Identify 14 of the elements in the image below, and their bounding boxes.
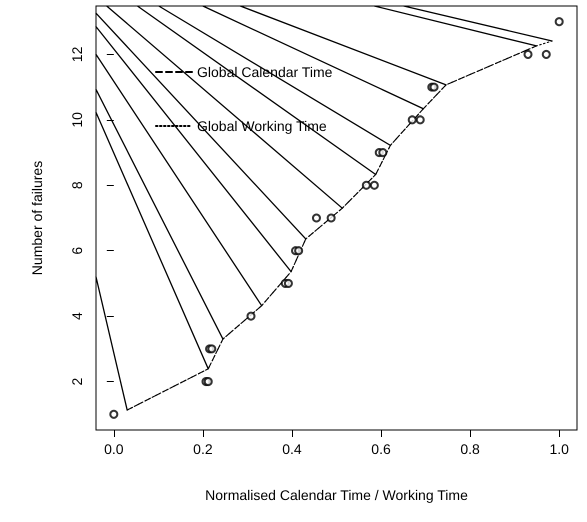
y-tick-label: 4 xyxy=(69,312,85,320)
y-tick-label: 10 xyxy=(69,112,85,128)
x-tick-label: 0.6 xyxy=(371,441,391,457)
y-tick-label: 2 xyxy=(69,377,85,386)
x-axis-title: Normalised Calendar Time / Working Time xyxy=(205,487,468,503)
x-tick-label: 0.4 xyxy=(282,441,302,457)
y-axis-title: Number of failures xyxy=(29,160,45,276)
y-tick-label: 12 xyxy=(69,46,85,62)
x-tick-label: 1.0 xyxy=(549,441,570,457)
x-tick-label: 0.2 xyxy=(193,441,213,457)
y-tick-label: 8 xyxy=(69,181,85,190)
x-tick-label: 0.8 xyxy=(460,441,480,457)
x-tick-label: 0.0 xyxy=(104,441,124,457)
y-tick-label: 6 xyxy=(69,246,85,255)
